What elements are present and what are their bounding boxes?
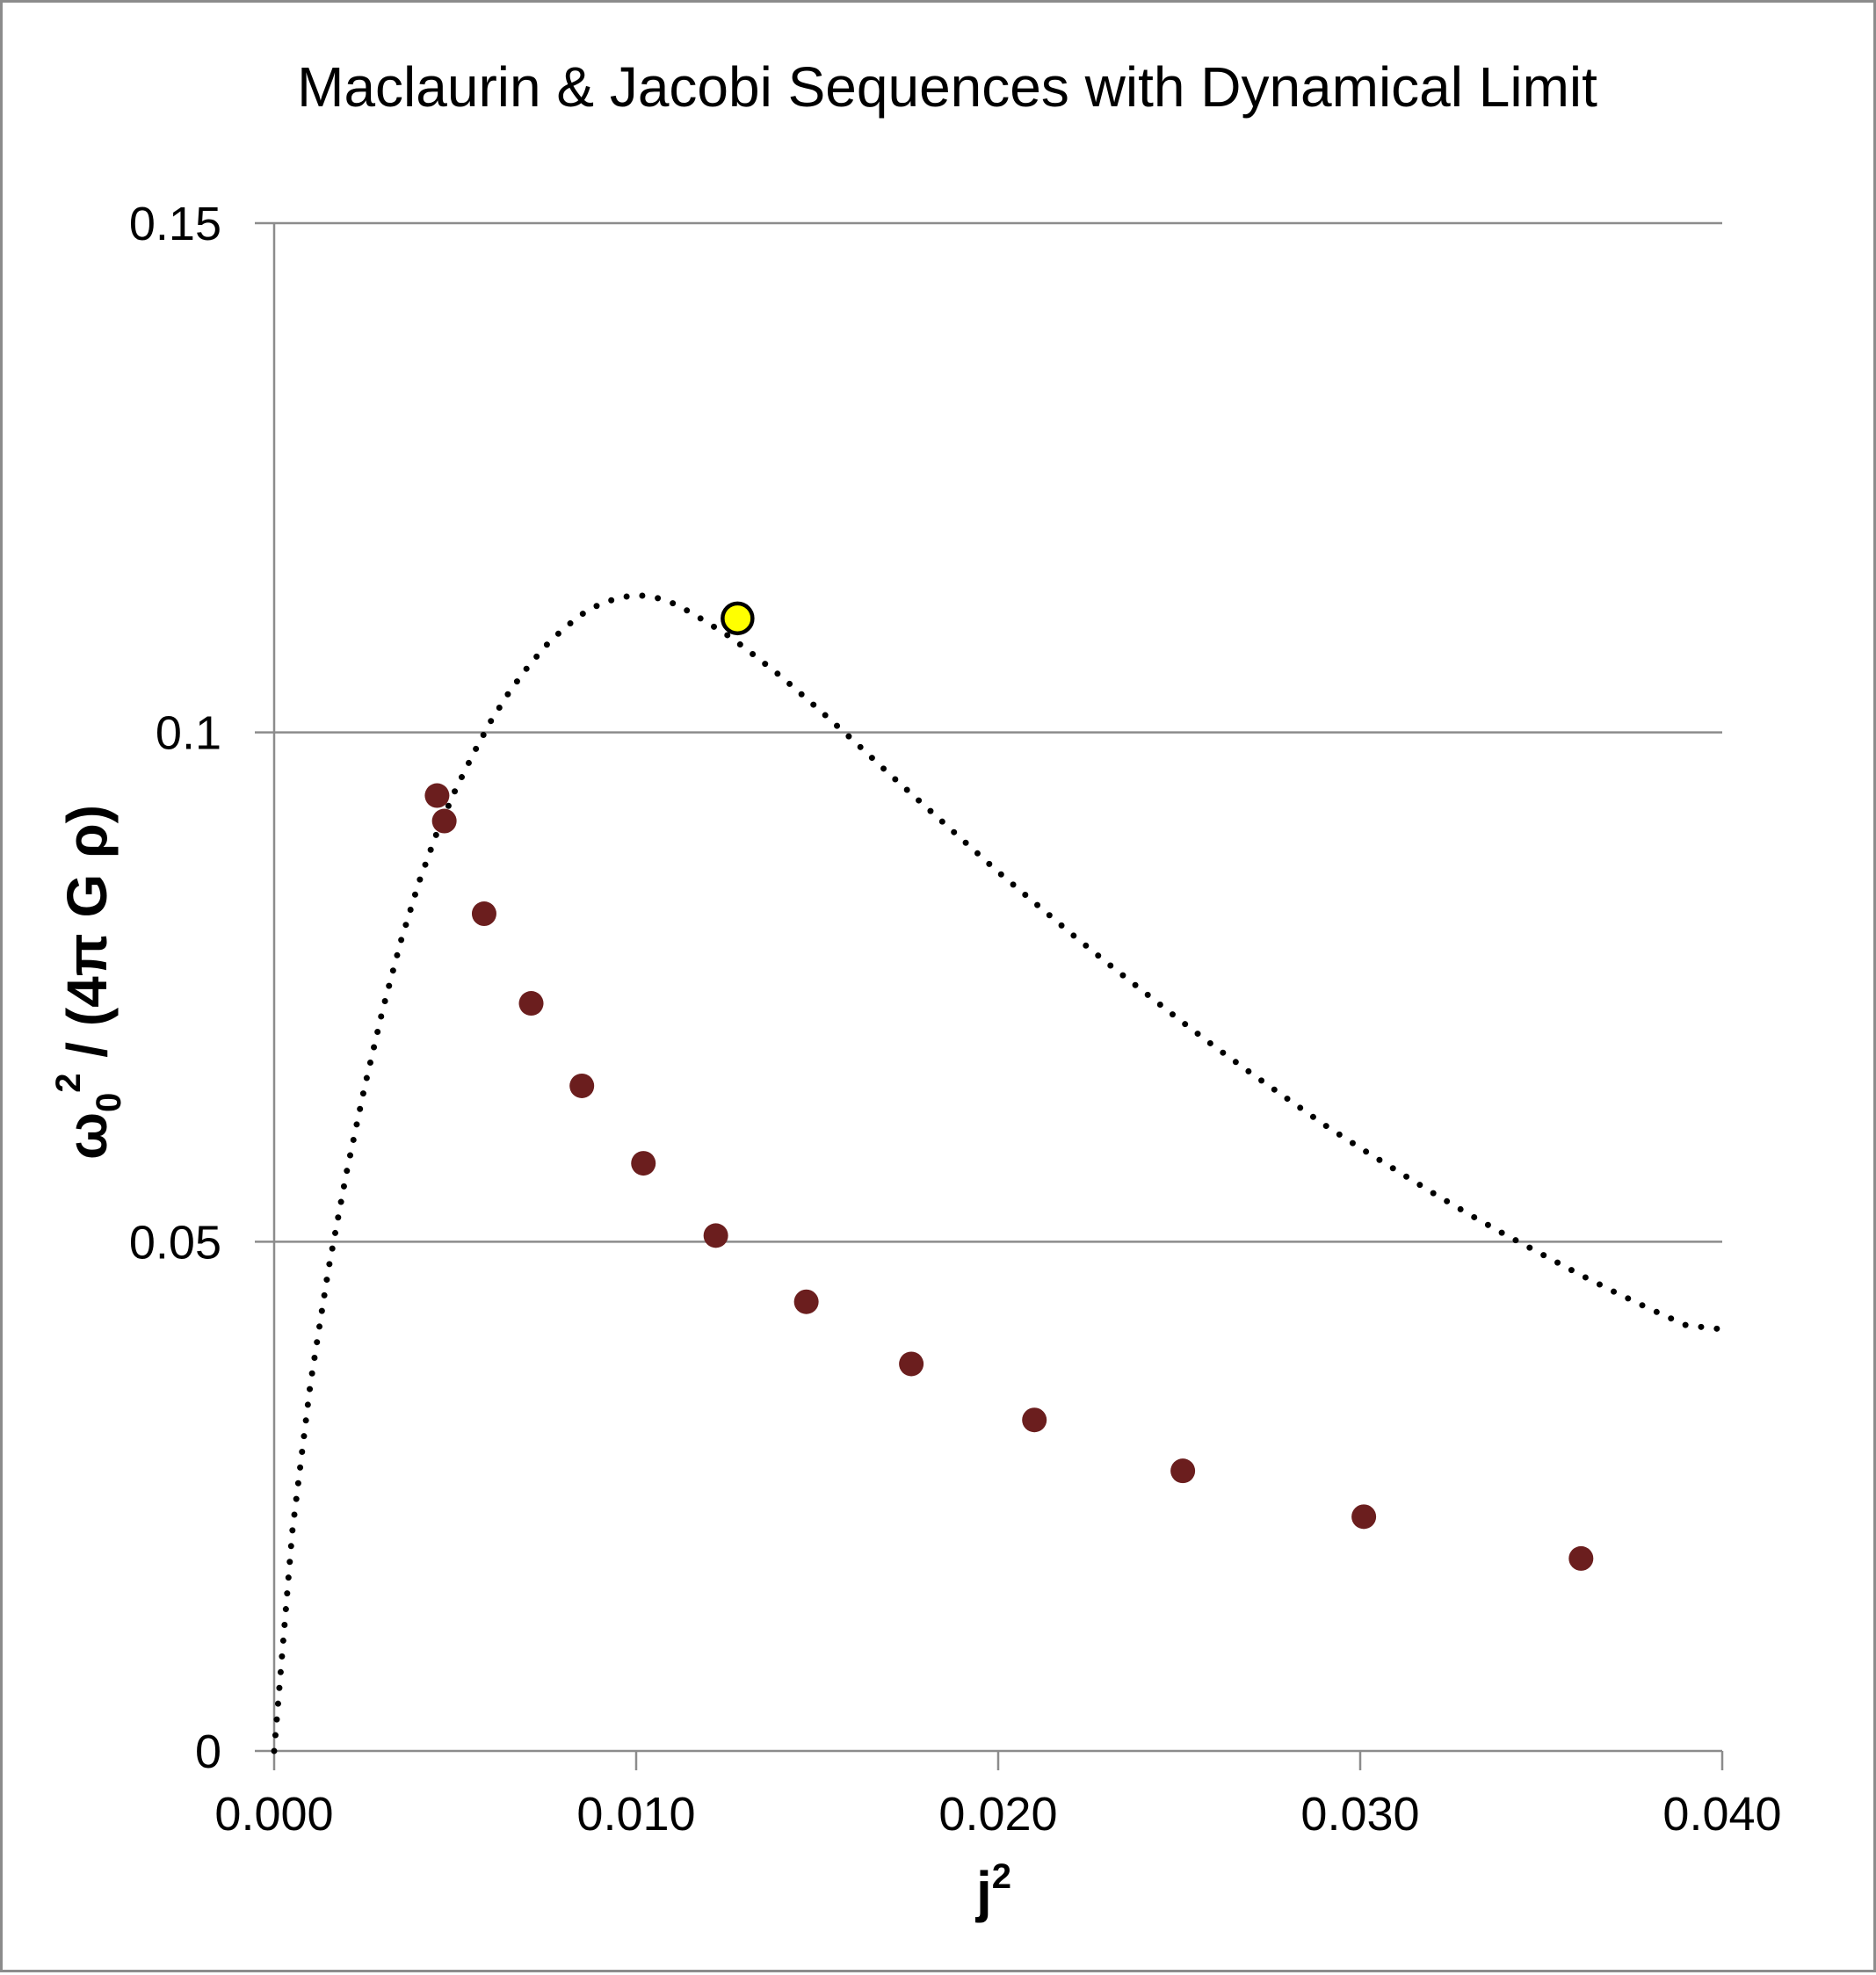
y-axis-title-rest: / (4π G ρ) bbox=[55, 805, 119, 1074]
x-tick-label: 0.030 bbox=[1300, 1788, 1419, 1841]
y-tick-label: 0.05 bbox=[129, 1216, 221, 1269]
data-point bbox=[424, 783, 450, 808]
x-tick-label: 0.040 bbox=[1662, 1788, 1781, 1841]
data-point bbox=[1170, 1458, 1196, 1484]
axis-layer bbox=[255, 221, 1724, 1770]
jacobi-points bbox=[424, 783, 1594, 1571]
curve-line bbox=[271, 591, 1726, 1754]
grid-layer bbox=[274, 221, 1722, 1753]
data-point bbox=[518, 991, 544, 1016]
y-tick-label: 0.15 bbox=[129, 198, 221, 250]
x-axis-title: j2 bbox=[975, 1857, 1011, 1923]
x-tick-label: 0.020 bbox=[938, 1788, 1057, 1841]
tick-label-layer: 0 0.05 0.1 0.15 0.000 0.010 0.020 0.030 0.040 bbox=[129, 198, 1782, 1841]
chart-title: Maclaurin & Jacobi Sequences with Dynami… bbox=[297, 55, 1597, 119]
y-tick-label: 0.1 bbox=[156, 707, 221, 760]
y-axis-title-sub: 0 bbox=[90, 1093, 128, 1112]
data-point bbox=[569, 1073, 595, 1098]
scatter-chart: Maclaurin & Jacobi Sequences with Dynami… bbox=[49, 55, 1782, 1923]
highlight-point bbox=[721, 601, 755, 636]
y-axis-title-sup: 2 bbox=[49, 1073, 88, 1092]
y-axis-title: ω02 / (4π G ρ) bbox=[49, 805, 128, 1160]
highlight-point-layer bbox=[721, 601, 755, 636]
data-point bbox=[631, 1151, 656, 1176]
data-point bbox=[1568, 1545, 1594, 1571]
data-point bbox=[703, 1223, 728, 1248]
data-point bbox=[793, 1289, 819, 1314]
data-point bbox=[1351, 1504, 1377, 1530]
x-tick-label: 0.010 bbox=[576, 1788, 695, 1841]
x-axis-title-base: j bbox=[975, 1860, 992, 1923]
data-point bbox=[471, 901, 496, 927]
data-point bbox=[431, 808, 457, 834]
y-tick-label: 0 bbox=[195, 1725, 221, 1778]
x-axis-title-sup: 2 bbox=[992, 1857, 1011, 1896]
dynamical-limit-curve bbox=[271, 591, 1726, 1754]
data-point bbox=[899, 1351, 924, 1377]
x-tick-label: 0.000 bbox=[214, 1788, 333, 1841]
y-axis-title-base: ω bbox=[55, 1112, 119, 1160]
data-point bbox=[1022, 1407, 1047, 1433]
